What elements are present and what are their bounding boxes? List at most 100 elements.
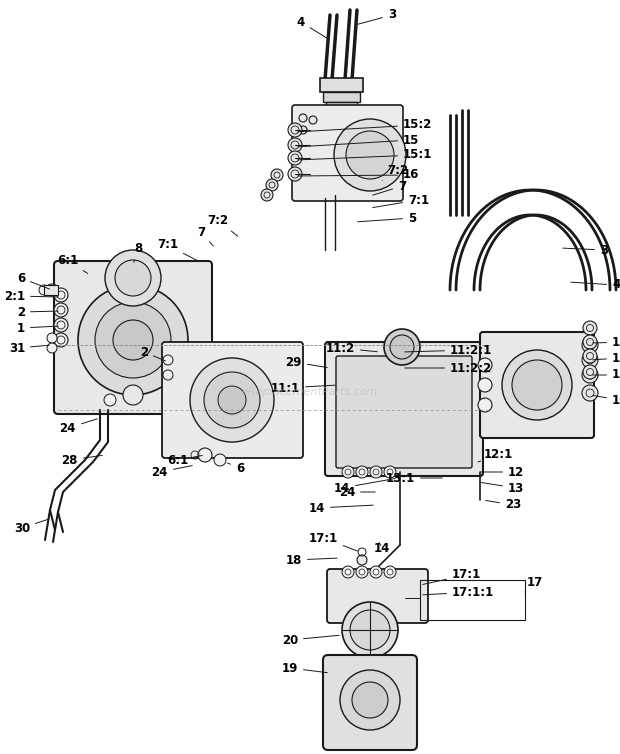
Text: 17:1:1: 17:1:1	[423, 586, 494, 599]
Circle shape	[350, 610, 390, 650]
Text: 7:1: 7:1	[157, 238, 198, 261]
Text: 14: 14	[374, 541, 390, 554]
Circle shape	[582, 385, 598, 401]
Text: 18: 18	[286, 553, 337, 566]
Bar	[420, 580, 525, 620]
Circle shape	[266, 179, 278, 191]
Circle shape	[582, 352, 598, 368]
Circle shape	[582, 367, 598, 383]
Circle shape	[288, 151, 302, 165]
Circle shape	[370, 566, 382, 578]
Circle shape	[342, 566, 354, 578]
Text: 1: 1	[17, 321, 58, 335]
Circle shape	[47, 333, 57, 343]
Text: 11:2: 11:2	[326, 342, 377, 354]
Text: 17:1: 17:1	[309, 532, 357, 551]
Ellipse shape	[512, 360, 562, 410]
Circle shape	[104, 394, 116, 406]
Circle shape	[214, 454, 226, 466]
Text: 15:1: 15:1	[593, 369, 620, 382]
Circle shape	[583, 349, 597, 363]
Circle shape	[309, 116, 317, 124]
Text: 28: 28	[61, 453, 102, 467]
Text: 3: 3	[563, 244, 608, 256]
Circle shape	[218, 386, 246, 414]
Circle shape	[288, 138, 302, 152]
Bar	[323, 92, 360, 102]
Text: 13: 13	[480, 482, 525, 495]
Text: 13:1: 13:1	[386, 471, 442, 485]
Text: 6:1: 6:1	[167, 453, 202, 467]
Text: 12:1: 12:1	[478, 449, 513, 462]
Text: 2:1: 2:1	[4, 290, 58, 302]
Circle shape	[115, 260, 151, 296]
Text: 7:2: 7:2	[383, 164, 409, 180]
Circle shape	[478, 378, 492, 392]
Text: 16: 16	[298, 168, 419, 182]
Text: 7: 7	[373, 179, 406, 195]
Circle shape	[78, 285, 188, 395]
Text: 7:1: 7:1	[373, 194, 429, 207]
Text: 31: 31	[9, 342, 49, 354]
Circle shape	[583, 321, 597, 335]
Ellipse shape	[502, 350, 572, 420]
FancyBboxPatch shape	[325, 342, 483, 476]
Text: 6: 6	[228, 461, 244, 474]
Text: 17: 17	[525, 575, 543, 592]
Text: 2: 2	[17, 305, 58, 318]
Circle shape	[46, 284, 58, 296]
Text: 3: 3	[358, 8, 396, 24]
Text: 7: 7	[197, 225, 213, 246]
Circle shape	[113, 320, 153, 360]
Text: 15: 15	[593, 351, 620, 364]
Circle shape	[342, 466, 354, 478]
Text: 30: 30	[14, 519, 50, 535]
Circle shape	[583, 335, 597, 349]
Text: 20: 20	[281, 633, 339, 646]
FancyBboxPatch shape	[292, 105, 403, 201]
Circle shape	[340, 670, 400, 730]
Circle shape	[47, 343, 57, 353]
Circle shape	[370, 466, 382, 478]
Ellipse shape	[334, 119, 406, 191]
Text: 15:1: 15:1	[298, 149, 432, 161]
Text: 4: 4	[297, 16, 327, 38]
Text: 23: 23	[485, 498, 521, 511]
Circle shape	[123, 385, 143, 405]
Text: 17:1: 17:1	[423, 569, 481, 584]
Text: 24: 24	[339, 486, 375, 498]
Circle shape	[163, 370, 173, 380]
Ellipse shape	[346, 131, 394, 179]
Circle shape	[478, 358, 492, 372]
Text: 29: 29	[286, 355, 327, 369]
Circle shape	[342, 602, 398, 658]
Circle shape	[357, 555, 367, 565]
Circle shape	[271, 169, 283, 181]
Circle shape	[299, 114, 307, 122]
Text: 24: 24	[60, 418, 97, 434]
FancyBboxPatch shape	[336, 356, 472, 468]
Text: 7:2: 7:2	[207, 213, 238, 236]
Circle shape	[54, 333, 68, 347]
Circle shape	[198, 448, 212, 462]
Text: 19: 19	[281, 661, 327, 675]
Bar	[320, 78, 363, 92]
Text: eReplacementParts.com: eReplacementParts.com	[242, 387, 378, 397]
Text: 8: 8	[134, 241, 142, 262]
FancyBboxPatch shape	[323, 655, 417, 750]
Text: 6: 6	[17, 271, 50, 289]
Text: 11:1: 11:1	[271, 382, 335, 394]
Text: 14: 14	[334, 479, 396, 495]
Text: 2: 2	[140, 345, 166, 361]
Circle shape	[190, 358, 274, 442]
FancyBboxPatch shape	[480, 332, 594, 438]
Circle shape	[54, 288, 68, 302]
Bar	[326, 102, 357, 110]
Circle shape	[105, 250, 161, 306]
Circle shape	[478, 398, 492, 412]
Circle shape	[288, 167, 302, 181]
Circle shape	[352, 682, 388, 718]
FancyBboxPatch shape	[54, 261, 212, 414]
Circle shape	[261, 189, 273, 201]
Circle shape	[288, 123, 302, 137]
